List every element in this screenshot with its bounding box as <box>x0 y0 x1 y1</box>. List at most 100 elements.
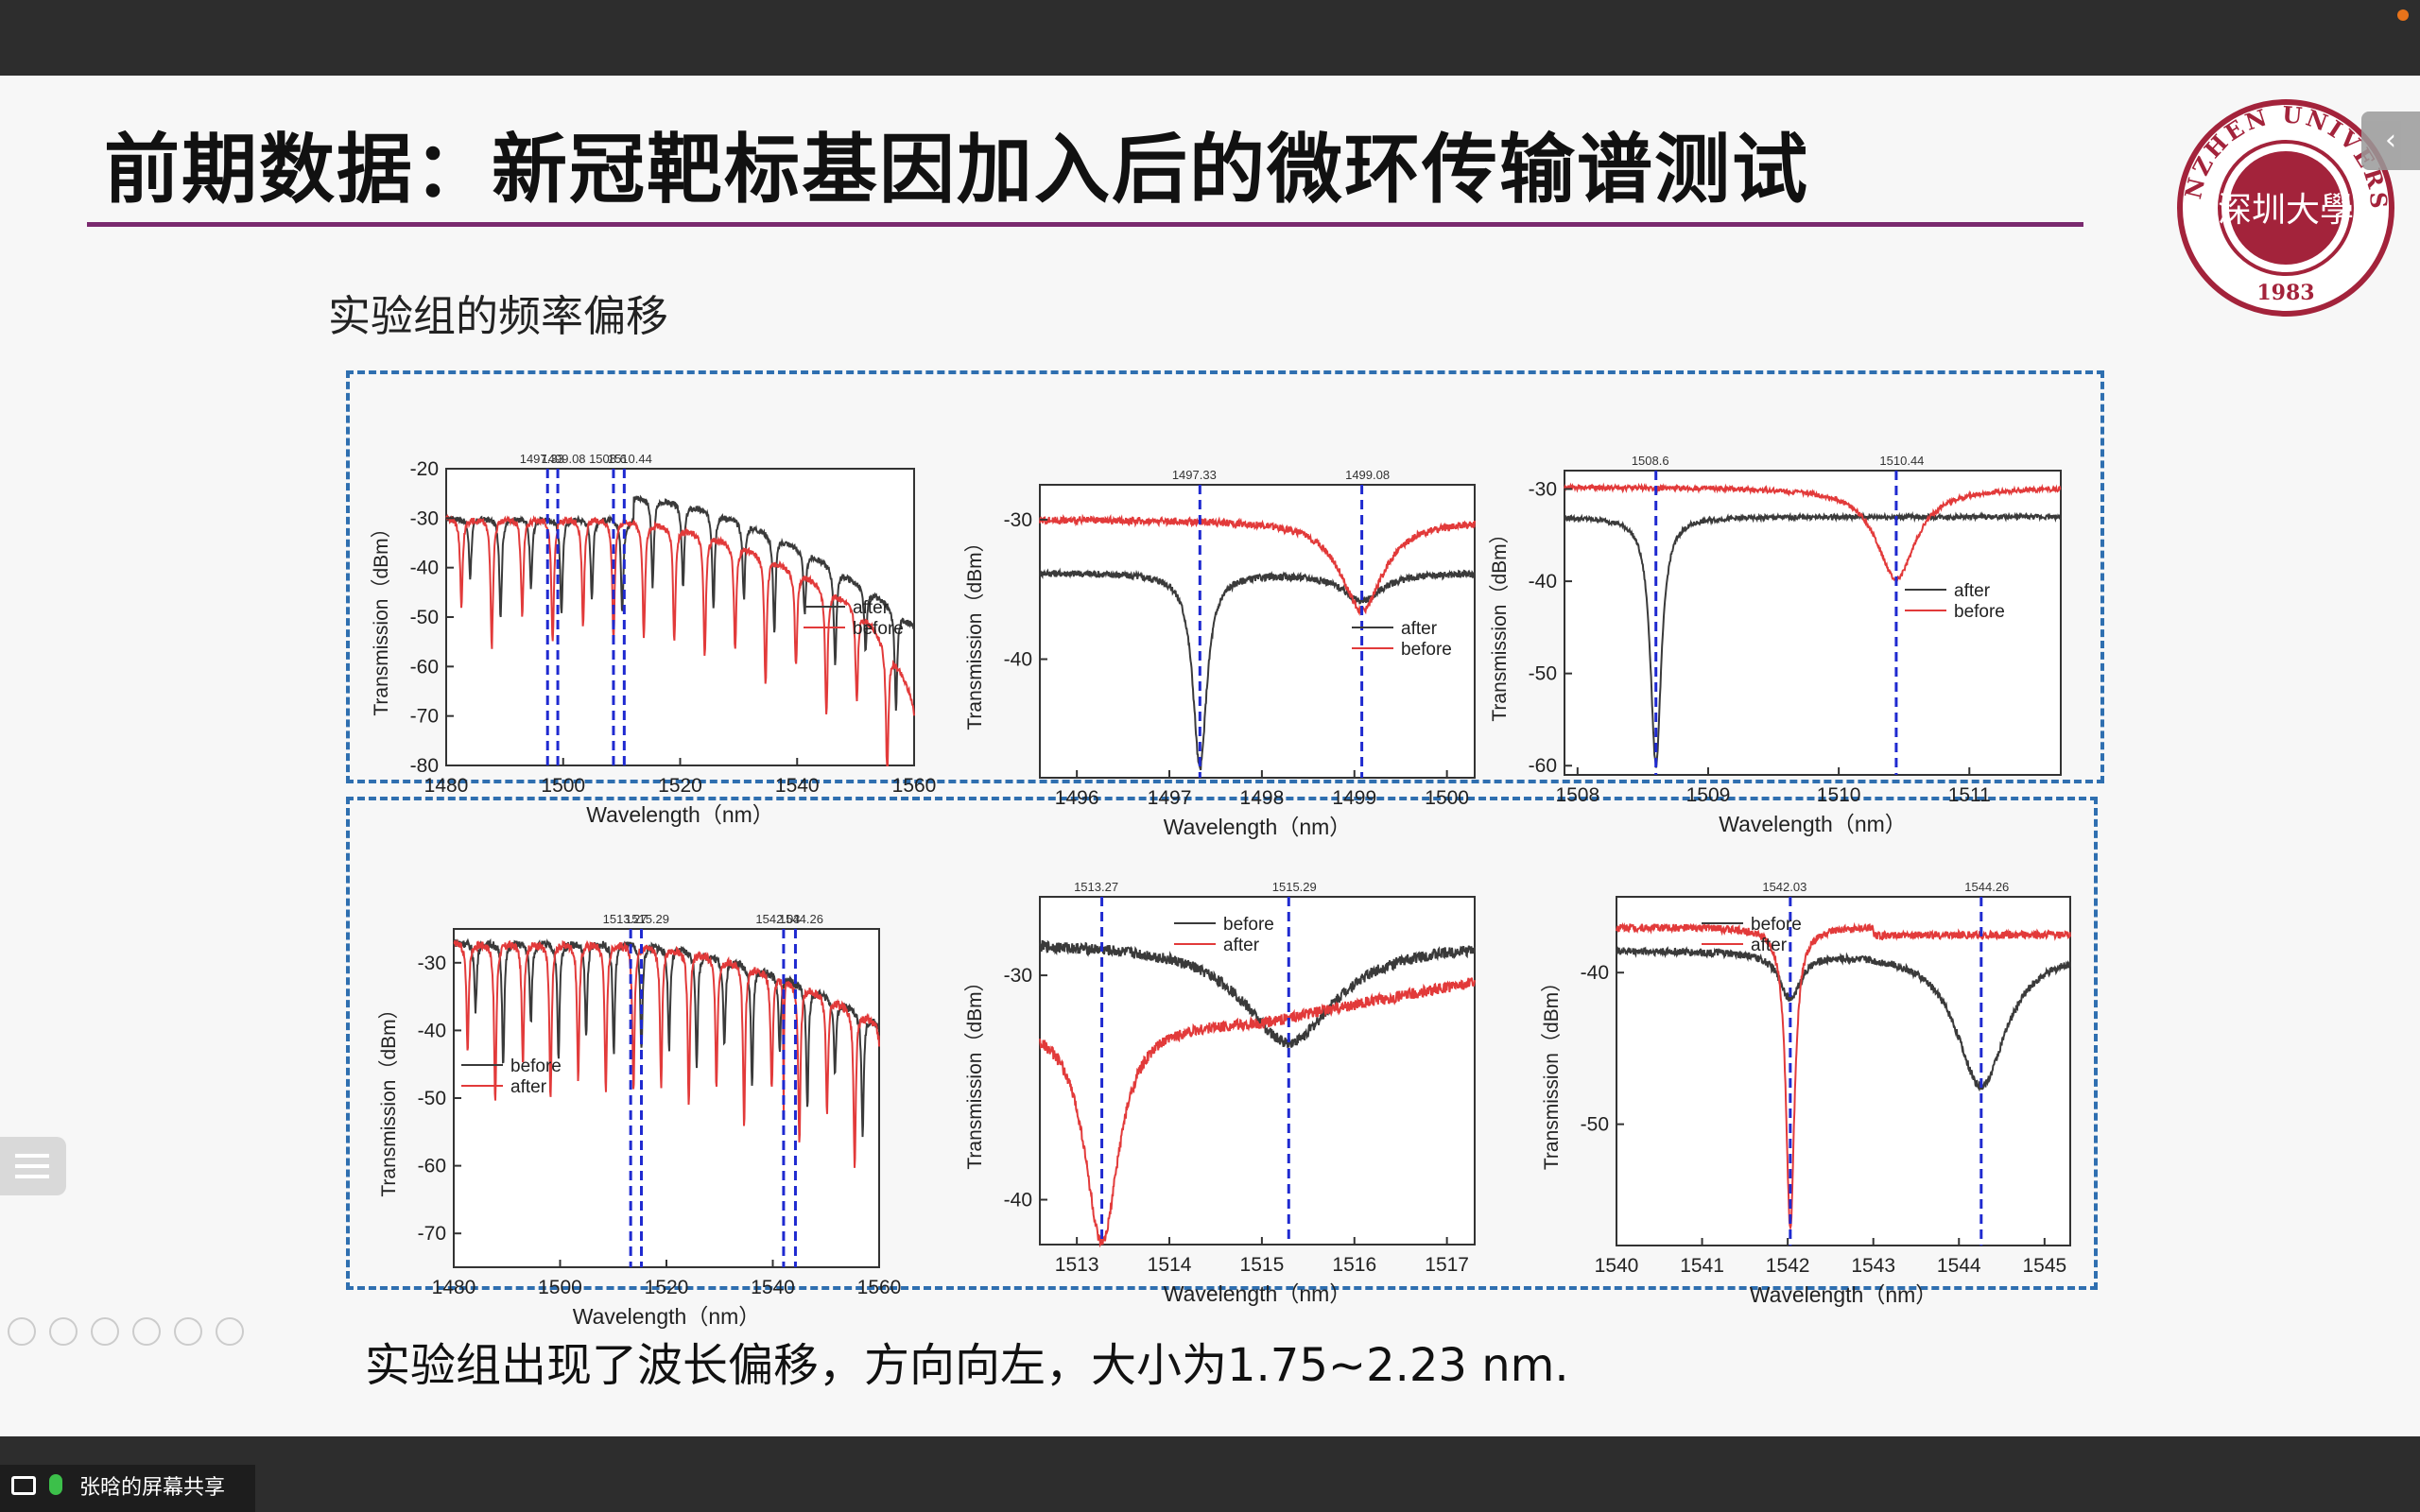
x-tick-label: 1500 <box>538 1277 582 1298</box>
screen-share-indicator[interactable]: 张晗的屏幕共享 <box>0 1465 255 1512</box>
legend-label: before <box>1401 640 1452 660</box>
screen-share-icon <box>11 1476 36 1495</box>
y-tick-label: -50 <box>410 607 439 628</box>
y-tick-label: -30 <box>1004 965 1032 987</box>
series-line-after <box>1039 977 1476 1248</box>
notification-dot <box>2397 9 2409 21</box>
y-tick-label: -40 <box>1581 962 1609 984</box>
list-icon-line <box>15 1164 49 1168</box>
marker-label: 1513.27 <box>1074 880 1118 894</box>
legend-label: after <box>1401 619 1438 639</box>
zoom-icon[interactable] <box>174 1317 202 1346</box>
marker-label: 1499.08 <box>1345 468 1390 482</box>
x-tick-label: 1514 <box>1148 1254 1192 1276</box>
y-tick-label: -40 <box>410 558 439 579</box>
legend-label: after <box>853 598 890 618</box>
x-tick-label: 1540 <box>1595 1255 1639 1277</box>
marker-label: 1497.33 <box>1172 468 1217 482</box>
series-line-after <box>1616 921 2071 1231</box>
chart-bottom-zoom-1513: 1513.27 1515.29 1513 1514 1515 1516 1517 -30 -40… <box>955 817 1503 1306</box>
university-logo: SHENZHEN UNIVERSITY 1983 深圳大學 <box>2174 96 2394 317</box>
legend-label: after <box>1751 936 1788 955</box>
outline-button[interactable] <box>0 1137 66 1195</box>
chart-top-zoom-1497: 1497.33 1499.08 1496 1497 1498 1499 1500 -30 -40… <box>945 384 1494 839</box>
x-tick-label: 1510 <box>1817 784 1861 806</box>
plot-area <box>1564 470 2062 776</box>
marker-label: 1515.29 <box>1272 880 1317 894</box>
microphone-icon <box>49 1474 62 1495</box>
x-axis-label: Wavelength（nm） <box>1164 1281 1352 1306</box>
prev-icon[interactable] <box>8 1317 36 1346</box>
x-tick-label: 1500 <box>1425 787 1469 809</box>
y-tick-label: -80 <box>410 755 439 777</box>
marker-label: 1513.27 <box>603 912 648 926</box>
chart-top-zoom-1508: 1508.6 1510.44 1508 1509 1510 1511 -30 -40 -50 -6… <box>1489 384 2075 836</box>
x-tick-label: 1498 <box>1240 787 1285 809</box>
pen-icon[interactable] <box>91 1317 119 1346</box>
chart-svg-1: 1497.33 1499.08 1496 1497 1498 1499 1500 -30 -40… <box>964 468 1476 839</box>
marker-label: 1508.6 <box>1632 454 1669 468</box>
y-tick-label: -50 <box>1581 1114 1609 1136</box>
x-tick-label: 1560 <box>892 775 937 797</box>
series-line-after <box>1039 567 1476 771</box>
chart-svg-4: 1513.27 1515.29 1513 1514 1515 1516 1517 -30 -40… <box>964 880 1476 1306</box>
y-tick-label: -40 <box>1004 1190 1032 1211</box>
y-tick-label: -30 <box>1529 479 1557 501</box>
chart-bottom-overview: 1513.27 1515.29 1542.03 1544.26 1480 1500 1520… <box>369 817 936 1329</box>
series-line-after <box>453 938 880 1168</box>
chart-group-bottom-box <box>346 797 2098 1290</box>
y-tick-label: -60 <box>418 1156 446 1177</box>
x-tick-label: 1480 <box>432 1277 476 1298</box>
marker-label: 1510.44 <box>608 452 652 466</box>
more-icon[interactable] <box>216 1317 244 1346</box>
y-tick-label: -60 <box>410 656 439 678</box>
legend-label: before <box>1223 915 1274 935</box>
x-tick-label: 1508 <box>1555 784 1599 806</box>
next-icon[interactable] <box>49 1317 78 1346</box>
x-tick-label: 1496 <box>1055 787 1099 809</box>
series-line-before <box>445 513 915 766</box>
series-line-after <box>1564 510 2062 768</box>
y-tick-label: -30 <box>1004 509 1032 531</box>
x-axis-label: Wavelength（nm） <box>573 1304 761 1329</box>
plot-area <box>1039 484 1476 779</box>
x-tick-label: 1541 <box>1680 1255 1724 1277</box>
collapse-panel-button[interactable]: ‹ <box>2361 112 2420 170</box>
list-icon <box>15 1154 49 1158</box>
x-axis-label: Wavelength（nm） <box>586 802 774 827</box>
marker-label: 1544.26 <box>1964 880 2009 894</box>
x-tick-label: 1499 <box>1332 787 1376 809</box>
x-tick-label: 1560 <box>857 1277 902 1298</box>
y-axis-label: Transmission（dBm） <box>378 999 400 1196</box>
copy-icon[interactable] <box>132 1317 161 1346</box>
y-tick-label: -70 <box>410 706 439 728</box>
marker-label: 1497.33 <box>520 452 564 466</box>
legend-label: before <box>1954 602 2005 622</box>
chart-top-overview: 1497.33 1499.08 1508.6 1510.44 1480 1500 1520 1… <box>359 384 936 828</box>
marker-label: 1542.03 <box>1762 880 1806 894</box>
presentation-slide: 前期数据：新冠靶标基因加入后的微环传输谱测试 SHENZHEN UNIVERSI… <box>0 76 2420 1436</box>
marker-label: 1515.29 <box>625 912 669 926</box>
x-tick-label: 1540 <box>751 1277 795 1298</box>
x-tick-label: 1543 <box>1851 1255 1895 1277</box>
window-bottom-bar <box>0 1436 2420 1512</box>
legend-label: before <box>853 619 904 639</box>
x-tick-label: 1511 <box>1948 784 1991 806</box>
y-axis-label: Transmission（dBm） <box>371 518 392 715</box>
y-tick-label: -50 <box>1529 663 1557 685</box>
section-subtitle: 实验组的频率偏移 <box>328 291 669 341</box>
x-tick-label: 1516 <box>1332 1254 1376 1276</box>
chart-svg-5: 1542.03 1544.26 1540 1541 1542 1543 1544 1545 -4… <box>1541 880 2071 1307</box>
x-tick-label: 1545 <box>2022 1255 2066 1277</box>
series-line-before <box>1039 513 1476 616</box>
chart-bottom-zoom-1542: 1542.03 1544.26 1540 1541 1542 1543 1544 1545 -4… <box>1522 817 2089 1307</box>
series-line-before <box>453 937 880 1138</box>
title-underline <box>87 222 2083 227</box>
marker-label: 1499.08 <box>542 452 586 466</box>
x-tick-label: 1540 <box>775 775 820 797</box>
y-tick-label: -40 <box>1529 571 1557 593</box>
series-line-before <box>1616 946 2071 1092</box>
y-tick-label: -70 <box>418 1223 446 1245</box>
